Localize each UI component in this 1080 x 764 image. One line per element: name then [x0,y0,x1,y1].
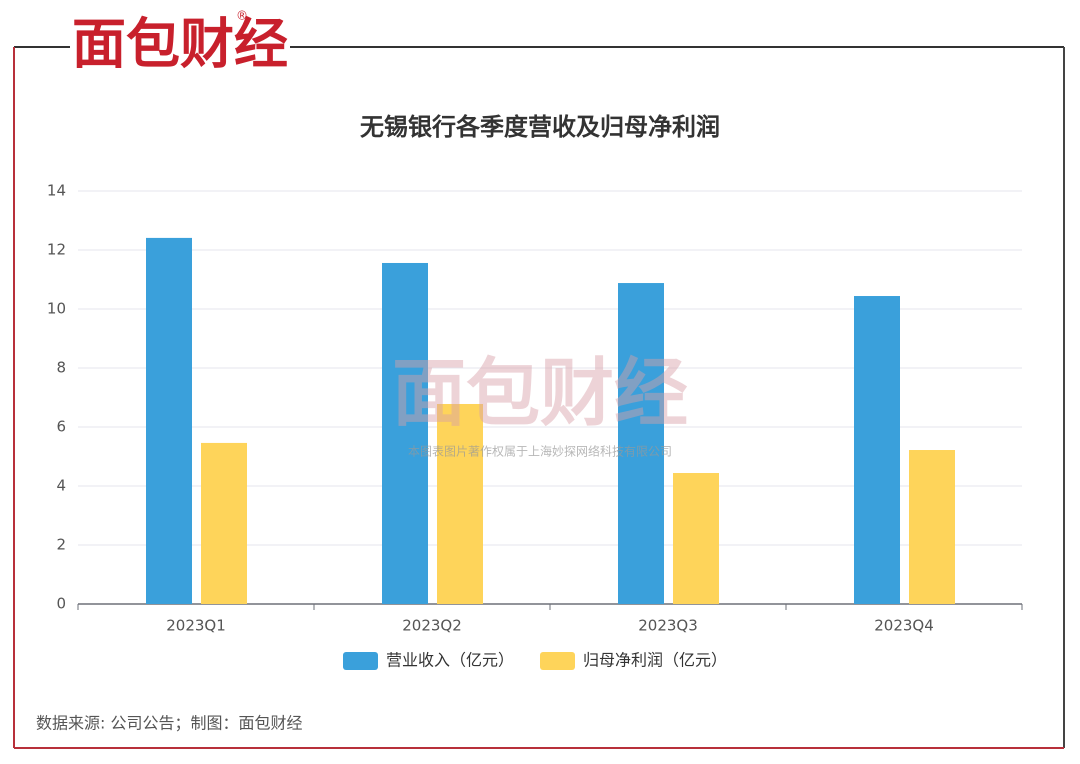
watermark-logo: 面包财经 [392,351,688,437]
y-tick-label: 0 [56,595,66,613]
x-tick-label: 2023Q3 [638,617,698,635]
logo-bg [70,10,290,78]
x-tick-label: 2023Q4 [874,617,934,635]
legend-swatch [343,652,378,670]
logo-mark: ® [236,9,248,23]
legend-label: 归母净利润（亿元） [583,651,727,670]
y-tick-label: 8 [56,359,66,377]
source: 数据来源: 公司公告；制图：面包财经 [36,714,302,733]
chart-title: 无锡银行各季度营收及归母净利润 [360,113,720,141]
bar [673,473,719,604]
y-tick-label: 6 [56,418,66,436]
legend-swatch [540,652,575,670]
bar [201,442,247,604]
bar [382,262,428,604]
bar [146,237,192,604]
y-tick-label: 4 [56,477,66,495]
y-tick-label: 12 [47,241,66,259]
watermark-text: 本图表图片著作权属于上海妙探网络科技有限公司 [408,444,672,459]
bar [618,283,664,604]
bar [437,403,483,604]
legend-label: 营业收入（亿元） [386,651,514,670]
plot: 0 2 4 6 8 10 12 14 2023Q1 2023Q2 2023Q3 2023Q4 营业收入（… [47,182,1023,670]
logo: 面包财经 [72,13,288,76]
x-tick-label: 2023Q2 [402,617,462,635]
x-tick-label: 2023Q1 [166,617,226,635]
bar [854,296,900,604]
y-tick-label: 2 [56,536,66,554]
y-tick-label: 10 [47,300,66,318]
bar [909,450,955,604]
y-tick-label: 14 [47,182,66,200]
